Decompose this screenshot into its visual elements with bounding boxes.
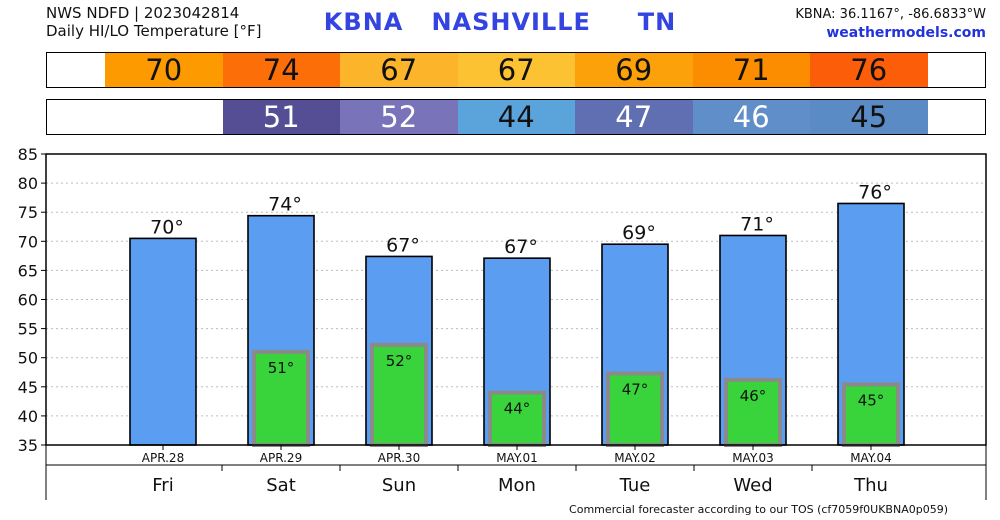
low-bar-label: 46° (740, 387, 767, 405)
y-tick-label: 75 (18, 203, 38, 222)
high-temp-cell: 69 (575, 53, 693, 87)
low-bar (252, 349, 310, 448)
high-temp-cell: 76 (810, 53, 928, 87)
high-bar (129, 237, 197, 446)
high-bar-label: 69° (622, 222, 656, 244)
footer-note: Commercial forecaster according to our T… (569, 503, 948, 516)
y-tick-label: 40 (18, 407, 38, 426)
y-tick-label: 80 (18, 174, 38, 193)
high-bar-label: 70° (150, 216, 184, 238)
low-temp-cell: 52 (340, 100, 458, 134)
station-state: TN (637, 8, 677, 36)
low-temp-cell: 47 (575, 100, 693, 134)
y-tick-label: 50 (18, 349, 38, 368)
high-bar-label: 67° (504, 236, 538, 258)
low-temp-cell (105, 100, 223, 134)
low-temp-cell: 45 (810, 100, 928, 134)
low-bar-label: 52° (386, 352, 413, 370)
x-day-label: Fri (152, 475, 173, 496)
x-day-label: Wed (733, 475, 772, 496)
high-temp-cell: 67 (457, 53, 575, 87)
header-info: NWS NDFD | 2023042814 Daily HI/LO Temper… (46, 4, 262, 40)
low-bar-label: 51° (268, 359, 295, 377)
high-bar-label: 76° (858, 181, 892, 203)
x-day-label: Sat (266, 475, 296, 496)
low-bar (370, 342, 428, 447)
high-temp-cell: 67 (340, 53, 458, 87)
x-day-label: Thu (853, 475, 888, 496)
y-tick-label: 60 (18, 291, 38, 310)
x-date-label: MAY.02 (614, 451, 656, 465)
high-bar-label: 71° (740, 213, 774, 235)
x-date-label: APR.29 (260, 451, 302, 465)
high-temp-cell: 70 (105, 53, 223, 87)
header-run-line: NWS NDFD | 2023042814 (46, 4, 240, 22)
low-bar-label: 45° (858, 391, 885, 409)
low-temp-strip: 51 52 44 47 46 45 (46, 99, 986, 135)
high-bar-label: 67° (386, 234, 420, 256)
x-date-label: MAY.01 (496, 451, 538, 465)
low-bar-label: 44° (504, 400, 531, 418)
x-date-label: MAY.03 (732, 451, 774, 465)
y-tick-label: 65 (18, 261, 38, 280)
x-date-label: MAY.04 (850, 451, 892, 465)
x-date-label: APR.30 (378, 451, 420, 465)
low-bar (488, 390, 546, 447)
high-temp-cell: 71 (692, 53, 810, 87)
y-tick-label: 35 (18, 436, 38, 455)
high-bar-label: 74° (268, 194, 302, 216)
low-temp-cell: 44 (457, 100, 575, 134)
low-temp-cell: 46 (692, 100, 810, 134)
y-tick-label: 70 (18, 232, 38, 251)
high-temp-cell: 74 (222, 53, 340, 87)
low-temp-cell: 51 (222, 100, 340, 134)
x-day-label: Tue (619, 475, 651, 496)
y-tick-label: 85 (18, 145, 38, 164)
x-day-label: Sun (382, 475, 416, 496)
y-tick-label: 45 (18, 378, 38, 397)
x-day-label: Mon (498, 475, 536, 496)
station-coords: KBNA: 36.1167°, -86.6833°W (795, 7, 986, 22)
y-tick-label: 55 (18, 320, 38, 339)
x-date-label: APR.28 (142, 451, 184, 465)
plot-frame (45, 153, 987, 446)
low-bar (724, 377, 782, 448)
station-name: NASHVILLE (431, 8, 591, 36)
station-code: KBNA (323, 8, 404, 36)
low-bar-label: 47° (622, 380, 649, 398)
high-temp-strip: 70 74 67 67 69 71 76 (46, 52, 986, 88)
header-product-line: Daily HI/LO Temperature [°F] (46, 22, 262, 40)
low-bar (606, 371, 664, 447)
header-right: KBNA: 36.1167°, -86.6833°W weathermodels… (795, 6, 986, 42)
site-link[interactable]: weathermodels.com (826, 25, 986, 41)
station-title: KBNA NASHVILLE TN (0, 8, 1000, 36)
